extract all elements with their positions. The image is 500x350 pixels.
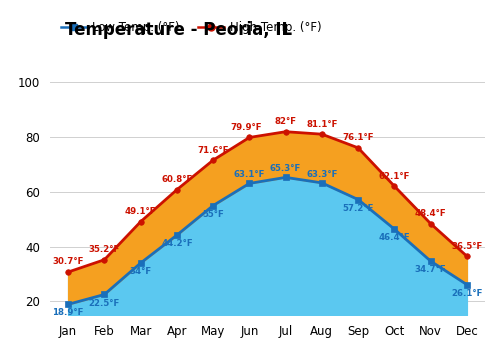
Legend: Low Temp. (°F), High Temp. (°F): Low Temp. (°F), High Temp. (°F)	[56, 16, 326, 39]
High Temp. (°F)	[392, 184, 398, 188]
Text: 63.1°F: 63.1°F	[234, 170, 265, 179]
High Temp. (°F)	[282, 130, 288, 134]
Text: 44.2°F: 44.2°F	[161, 239, 192, 248]
High Temp. (°F)	[102, 258, 107, 262]
Text: 76.1°F: 76.1°F	[342, 133, 374, 142]
Text: 22.5°F: 22.5°F	[89, 299, 120, 308]
Low Temp. (°F)	[282, 175, 288, 180]
Text: Temperature - Peoria, IL: Temperature - Peoria, IL	[65, 21, 292, 39]
Text: 18.9°F: 18.9°F	[52, 308, 84, 317]
Low Temp. (°F)	[138, 261, 143, 265]
Text: 35.2°F: 35.2°F	[89, 245, 120, 254]
Text: 82°F: 82°F	[274, 117, 296, 126]
Text: 30.7°F: 30.7°F	[52, 258, 84, 266]
High Temp. (°F)	[210, 158, 216, 162]
Line: High Temp. (°F): High Temp. (°F)	[66, 129, 469, 275]
High Temp. (°F)	[355, 146, 361, 150]
Text: 57.2°F: 57.2°F	[342, 204, 374, 213]
High Temp. (°F)	[65, 270, 71, 274]
Low Temp. (°F)	[210, 203, 216, 208]
Text: 62.1°F: 62.1°F	[378, 172, 410, 181]
Low Temp. (°F)	[174, 233, 180, 237]
Low Temp. (°F)	[392, 227, 398, 231]
Low Temp. (°F)	[65, 302, 71, 307]
High Temp. (°F)	[174, 188, 180, 192]
Text: 26.1°F: 26.1°F	[451, 289, 482, 298]
Text: 79.9°F: 79.9°F	[231, 123, 262, 132]
Text: 46.4°F: 46.4°F	[378, 233, 410, 242]
Text: 60.8°F: 60.8°F	[161, 175, 192, 184]
Low Temp. (°F)	[355, 197, 361, 202]
Low Temp. (°F)	[102, 292, 107, 296]
Line: Low Temp. (°F): Low Temp. (°F)	[66, 175, 469, 307]
Low Temp. (°F)	[246, 181, 252, 186]
Text: 36.5°F: 36.5°F	[451, 241, 482, 251]
High Temp. (°F)	[428, 222, 434, 226]
Text: 34.7°F: 34.7°F	[415, 265, 446, 274]
Text: 63.3°F: 63.3°F	[306, 170, 338, 179]
Low Temp. (°F)	[319, 181, 325, 185]
High Temp. (°F)	[464, 254, 470, 258]
High Temp. (°F)	[138, 219, 143, 224]
Text: 55°F: 55°F	[202, 210, 224, 219]
Text: 65.3°F: 65.3°F	[270, 164, 301, 173]
Low Temp. (°F)	[464, 282, 470, 287]
Text: 71.6°F: 71.6°F	[198, 146, 229, 155]
High Temp. (°F)	[246, 135, 252, 140]
Text: 81.1°F: 81.1°F	[306, 120, 338, 128]
Low Temp. (°F)	[428, 259, 434, 263]
Text: 49.1°F: 49.1°F	[125, 207, 156, 216]
High Temp. (°F)	[319, 132, 325, 136]
Text: 34°F: 34°F	[130, 267, 152, 276]
Text: 48.4°F: 48.4°F	[415, 209, 446, 218]
